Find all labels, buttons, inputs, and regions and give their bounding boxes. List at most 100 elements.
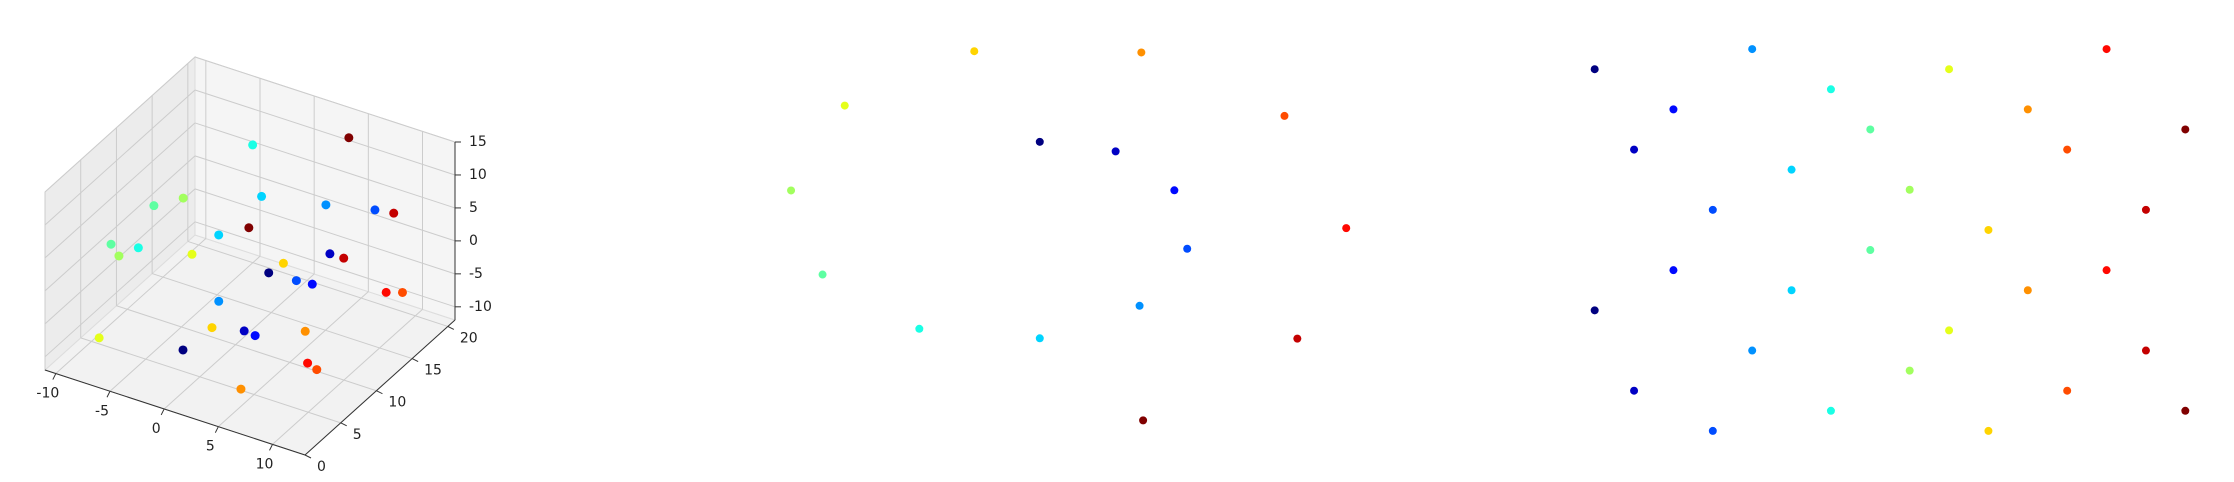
point <box>2102 266 2111 275</box>
grid-line <box>194 89 456 176</box>
point <box>2023 286 2032 295</box>
y-tick-label: 10 <box>388 395 406 411</box>
point <box>187 249 197 259</box>
grid-line <box>109 255 261 392</box>
grid-line <box>163 273 315 410</box>
tick-mark <box>269 444 273 451</box>
y-tick-label: 0 <box>317 459 326 475</box>
point <box>1708 426 1717 435</box>
point <box>250 331 260 341</box>
point <box>307 279 317 289</box>
point <box>1708 205 1717 214</box>
point <box>1630 386 1639 395</box>
grid-line <box>44 155 196 292</box>
point <box>2141 346 2150 355</box>
point <box>1137 48 1146 57</box>
point <box>818 270 827 279</box>
tick-mark <box>304 454 312 459</box>
point <box>970 47 979 56</box>
point <box>257 191 267 201</box>
grid-line <box>272 309 423 445</box>
grid-line <box>44 56 196 193</box>
grid-line <box>187 240 449 327</box>
point <box>1170 186 1179 195</box>
point <box>149 201 159 211</box>
point <box>133 243 143 253</box>
point <box>207 323 217 333</box>
x-tick-label: 5 <box>206 439 215 455</box>
point <box>339 253 349 263</box>
z-tick-label: -10 <box>469 299 492 315</box>
point <box>1945 65 1954 74</box>
x-axis-line <box>44 369 306 456</box>
point <box>1139 416 1148 425</box>
point <box>1280 111 1289 120</box>
point <box>1342 224 1351 233</box>
point <box>264 268 274 278</box>
point <box>370 205 380 215</box>
tick-mark <box>340 422 347 427</box>
x-tick-label: -5 <box>95 403 109 419</box>
tick-mark <box>214 426 219 433</box>
grid-line <box>194 122 456 209</box>
x-tick-label: -10 <box>36 386 59 402</box>
point <box>303 358 313 368</box>
point <box>389 208 399 218</box>
y-axis-line <box>304 319 456 456</box>
point <box>1035 137 1044 146</box>
grid-line <box>44 221 196 358</box>
point <box>1630 145 1639 154</box>
point <box>1111 147 1120 156</box>
point <box>114 251 124 261</box>
point <box>1826 85 1835 94</box>
point <box>2141 205 2150 214</box>
point <box>2063 145 2072 154</box>
point <box>1866 125 1875 134</box>
point <box>2102 45 2111 54</box>
grid-line <box>44 89 196 226</box>
point <box>1945 326 1954 335</box>
point <box>248 140 258 150</box>
point <box>1135 301 1144 310</box>
point <box>1590 65 1599 74</box>
point <box>1984 426 1993 435</box>
z-tick-label: 5 <box>469 200 478 216</box>
z-tick-label: -5 <box>469 266 483 282</box>
point <box>1905 185 1914 194</box>
point <box>1183 244 1192 253</box>
point <box>2063 386 2072 395</box>
grid-line <box>217 291 369 428</box>
grid-line <box>194 56 456 143</box>
point <box>94 333 104 343</box>
point <box>321 200 331 210</box>
z-tick-label: 15 <box>469 134 487 150</box>
point <box>1590 306 1599 315</box>
point <box>787 186 796 195</box>
point <box>2023 105 2032 114</box>
point <box>278 258 288 268</box>
grid-line <box>194 155 456 242</box>
point <box>1035 334 1044 343</box>
point <box>1748 346 1757 355</box>
point <box>1787 286 1796 295</box>
point <box>1787 165 1796 174</box>
point <box>840 101 849 110</box>
grid-line <box>44 122 196 259</box>
point <box>915 324 924 333</box>
tick-mark <box>376 390 383 395</box>
point <box>1669 105 1678 114</box>
point <box>214 230 224 240</box>
tick-mark <box>52 373 57 380</box>
point <box>244 223 254 233</box>
point <box>344 133 354 143</box>
point <box>106 239 116 249</box>
grid-line <box>194 221 456 308</box>
tick-mark <box>447 325 455 330</box>
point <box>1669 266 1678 275</box>
point <box>1984 225 1993 234</box>
grid-line <box>80 337 341 424</box>
grid-line <box>151 273 413 360</box>
tick-mark <box>106 391 111 398</box>
point <box>381 287 391 297</box>
